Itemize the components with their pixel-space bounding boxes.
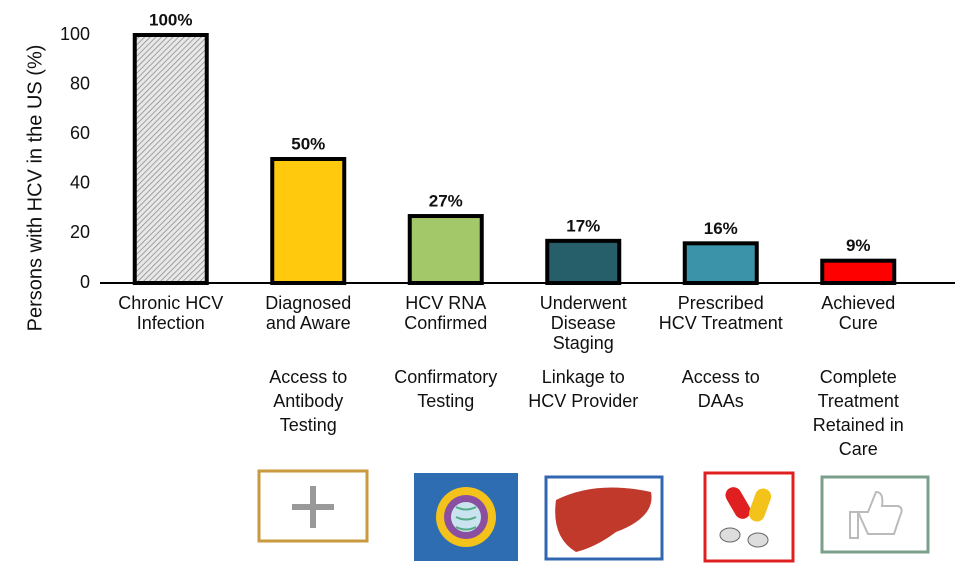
step-label: Linkage to xyxy=(542,367,625,387)
step-label: Testing xyxy=(417,391,474,411)
step-label: DAAs xyxy=(698,391,744,411)
bar xyxy=(820,258,897,285)
y-tick-label: 40 xyxy=(70,173,90,193)
x-tick-label: HCV Treatment xyxy=(659,313,783,333)
icon-thumb xyxy=(820,475,930,554)
icon-virus xyxy=(414,473,518,561)
value-label: 16% xyxy=(704,219,738,238)
icon-liver xyxy=(544,475,664,561)
y-tick-label: 80 xyxy=(70,73,90,93)
step-label: Testing xyxy=(280,415,337,435)
step-label: Access to xyxy=(682,367,760,387)
x-tick-label: Chronic HCV xyxy=(118,293,223,313)
bar xyxy=(682,241,759,286)
y-axis-label: Persons with HCV in the US (%) xyxy=(24,45,46,332)
y-tick-label: 100 xyxy=(60,24,90,44)
x-tick-label: Prescribed xyxy=(678,293,764,313)
step-label: Retained in xyxy=(813,415,904,435)
step-label: Access to xyxy=(269,367,347,387)
icon-pills xyxy=(703,471,795,563)
value-label: 27% xyxy=(429,192,463,211)
y-tick-label: 60 xyxy=(70,123,90,143)
step-label: Complete xyxy=(820,367,897,387)
x-tick-label: Achieved xyxy=(821,293,895,313)
step-label: HCV Provider xyxy=(528,391,638,411)
x-tick-label: Confirmed xyxy=(404,313,487,333)
bar xyxy=(270,157,347,285)
x-tick-label: Underwent xyxy=(540,293,627,313)
x-tick-label: HCV RNA xyxy=(405,293,486,313)
bar xyxy=(545,238,622,285)
value-label: 17% xyxy=(566,216,600,235)
y-tick-label: 20 xyxy=(70,222,90,242)
x-tick-label: Staging xyxy=(553,333,614,353)
bar xyxy=(407,214,484,285)
value-label: 50% xyxy=(291,134,325,153)
value-label: 9% xyxy=(846,236,871,255)
y-tick-label: 0 xyxy=(80,272,90,292)
step-label: Treatment xyxy=(818,391,899,411)
x-tick-label: and Aware xyxy=(266,313,351,333)
step-label: Care xyxy=(839,439,878,459)
x-tick-label: Infection xyxy=(137,313,205,333)
value-label: 100% xyxy=(149,10,192,29)
x-tick-label: Cure xyxy=(839,313,878,333)
x-tick-label: Diagnosed xyxy=(265,293,351,313)
step-label: Confirmatory xyxy=(394,367,497,387)
icon-test xyxy=(257,469,369,543)
x-tick-label: Disease xyxy=(551,313,616,333)
step-label: Antibody xyxy=(273,391,343,411)
bar xyxy=(132,33,209,285)
